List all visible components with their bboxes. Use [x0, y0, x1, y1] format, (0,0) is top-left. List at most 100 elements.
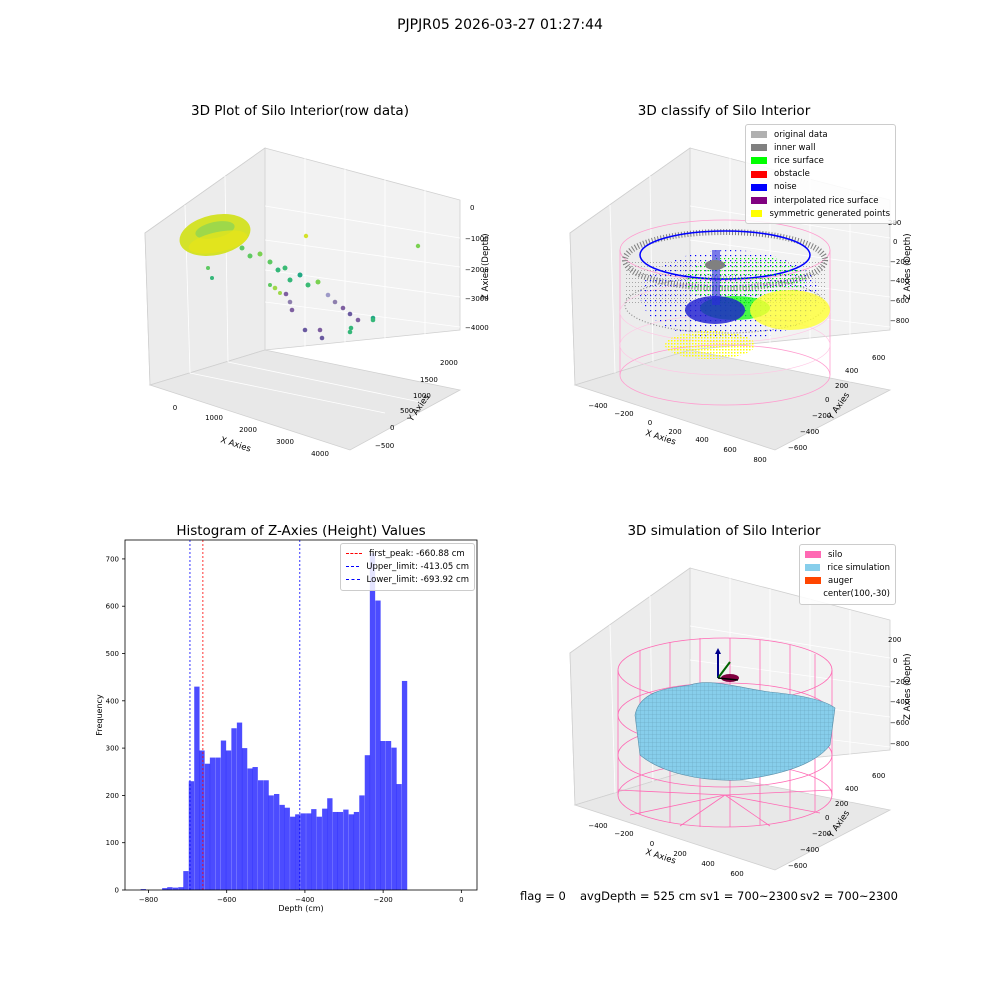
- histogram-y-tick-label: 200: [106, 792, 119, 800]
- simulation-y-tick-6: 600: [872, 772, 885, 780]
- legend-rice-simulation-label: rice simulation: [827, 562, 890, 573]
- histogram-bar: [257, 780, 264, 890]
- legend-original-data: original data: [751, 128, 890, 141]
- histogram-bar: [225, 750, 232, 890]
- classify-y-tick-6: 600: [872, 354, 885, 362]
- raw-y-tick-1: 0: [390, 424, 394, 432]
- raw-z-tick-0: 0: [470, 204, 474, 212]
- histogram-bar: [194, 686, 200, 890]
- histogram-bar: [375, 600, 381, 890]
- histogram-bar: [167, 887, 173, 890]
- classify-z-tick-3: −400: [890, 277, 909, 285]
- histogram-bar: [348, 814, 355, 890]
- raw-x-tick-0: 0: [173, 404, 177, 412]
- classify-z-tick-5: −800: [890, 317, 909, 325]
- simulation-z-tick-5: −800: [890, 740, 909, 748]
- histogram-bar: [290, 816, 296, 890]
- legend-silo-label: silo: [828, 549, 843, 560]
- classify-z-axis-label: Z Axies (Depth): [903, 233, 913, 300]
- raw-3d-panes: [144, 147, 462, 451]
- auger-marker: [715, 648, 739, 682]
- legend-center: center(100,-30): [805, 588, 890, 601]
- histogram-bar: [284, 807, 290, 890]
- histogram-bar: [220, 740, 227, 890]
- histogram-bar: [343, 809, 349, 890]
- histogram-bar: [279, 804, 285, 890]
- legend-symmetric-label: symmetric generated points: [769, 208, 890, 219]
- histogram-legend: first_peak: -660.88 cm Upper_limit: -413…: [340, 543, 475, 591]
- histogram-bar: [401, 680, 408, 890]
- simulation-z-tick-3: −400: [890, 698, 909, 706]
- simulation-z-tick-2: −200: [890, 678, 909, 686]
- legend-obstacle: obstacle: [751, 168, 890, 181]
- histogram-y-tick-label: 300: [106, 745, 119, 753]
- raw-x-tick-1: 1000: [205, 414, 223, 422]
- histogram-title: Histogram of Z-Axies (Height) Values: [176, 523, 426, 539]
- histogram-frame: [124, 539, 478, 891]
- histogram-y-tick-label: 700: [106, 555, 119, 563]
- figure-title: PJPJR05 2026-03-27 01:27:44: [397, 17, 603, 33]
- histogram-x-tick-label: −800: [139, 896, 158, 904]
- classify-x-tick-4: 400: [695, 436, 708, 444]
- legend-rice-surface-label: rice surface: [774, 155, 824, 166]
- histogram-bar: [396, 784, 402, 890]
- legend-symmetric-swatch: [751, 210, 763, 218]
- classify-3d-points: [619, 219, 831, 406]
- legend-auger: auger: [805, 574, 890, 587]
- histogram-bar: [263, 780, 269, 890]
- classify-x-tick-1: −200: [614, 410, 633, 418]
- legend-upper-limit-swatch: [346, 566, 360, 568]
- legend-first-peak-swatch: [346, 553, 362, 555]
- histogram-bar: [295, 814, 301, 890]
- legend-center-swatch: [805, 591, 816, 598]
- classify-x-tick-6: 800: [753, 456, 766, 464]
- legend-lower-limit: Lower_limit: -693.92 cm: [346, 573, 469, 586]
- flag-text: flag = 0: [520, 889, 566, 903]
- legend-rice-surface: rice surface: [751, 154, 890, 167]
- simulation-y-tick-4: 200: [835, 800, 848, 808]
- legend-auger-swatch: [805, 577, 821, 585]
- raw-x-axis-label: X Axies: [219, 435, 252, 454]
- legend-inner-wall-label: inner wall: [774, 142, 816, 153]
- simulation-z-axis-label: Z Axies (Depth): [903, 653, 913, 720]
- classify-y-tick-2: −200: [812, 412, 831, 420]
- histogram-x-tick-label: −600: [217, 896, 236, 904]
- simulation-x-tick-3: 200: [673, 850, 686, 858]
- raw-3d-plot: 0 1000 2000 3000 4000 −500 0 500 1000 15…: [144, 147, 491, 458]
- histogram-bar: [327, 798, 333, 890]
- classify-plot-title: 3D classify of Silo Interior: [637, 103, 811, 119]
- legend-original-data-label: original data: [774, 129, 828, 140]
- histogram-bar: [306, 813, 312, 890]
- classify-y-tick-3: 0: [825, 396, 829, 404]
- raw-z-tick-1: −1000: [465, 235, 489, 243]
- legend-noise-swatch: [751, 183, 767, 191]
- simulation-z-tick-4: −600: [890, 719, 909, 727]
- raw-z-tick-3: −3000: [465, 295, 489, 303]
- legend-rice-surface-swatch: [751, 157, 767, 165]
- legend-first-peak: first_peak: -660.88 cm: [346, 547, 469, 560]
- histogram-bar: [241, 748, 248, 890]
- raw-y-tick-4: 1500: [420, 376, 438, 384]
- histogram-x-ticks: −800 −600 −400 −200 0: [139, 890, 464, 904]
- simulation-x-tick-1: −200: [614, 830, 633, 838]
- legend-inner-wall: inner wall: [751, 141, 890, 154]
- classify-x-tick-0: −400: [588, 402, 607, 410]
- legend-inner-wall-swatch: [751, 144, 767, 152]
- raw-x-tick-4: 4000: [311, 450, 329, 458]
- raw-z-axis-label: Z Axies (Depth): [481, 233, 491, 300]
- histogram-y-tick-label: 100: [106, 839, 119, 847]
- legend-symmetric: symmetric generated points: [751, 207, 890, 220]
- legend-lower-limit-label: Lower_limit: -693.92 cm: [366, 574, 469, 585]
- histogram-y-tick-label: 500: [106, 650, 119, 658]
- histogram-y-axis-label: Frequency: [95, 694, 104, 736]
- histogram-bar: [391, 747, 397, 890]
- legend-noise-label: noise: [774, 182, 797, 193]
- classify-x-tick-2: 0: [648, 419, 652, 427]
- histogram-bar: [252, 767, 258, 890]
- histogram-bar: [172, 887, 179, 890]
- raw-3d-points: [179, 214, 421, 341]
- raw-z-tick-4: −4000: [465, 324, 489, 332]
- classify-y-tick-5: 400: [845, 367, 858, 375]
- histogram-y-tick-label: 0: [115, 887, 119, 895]
- histogram-x-axis-label: Depth (cm): [278, 904, 323, 913]
